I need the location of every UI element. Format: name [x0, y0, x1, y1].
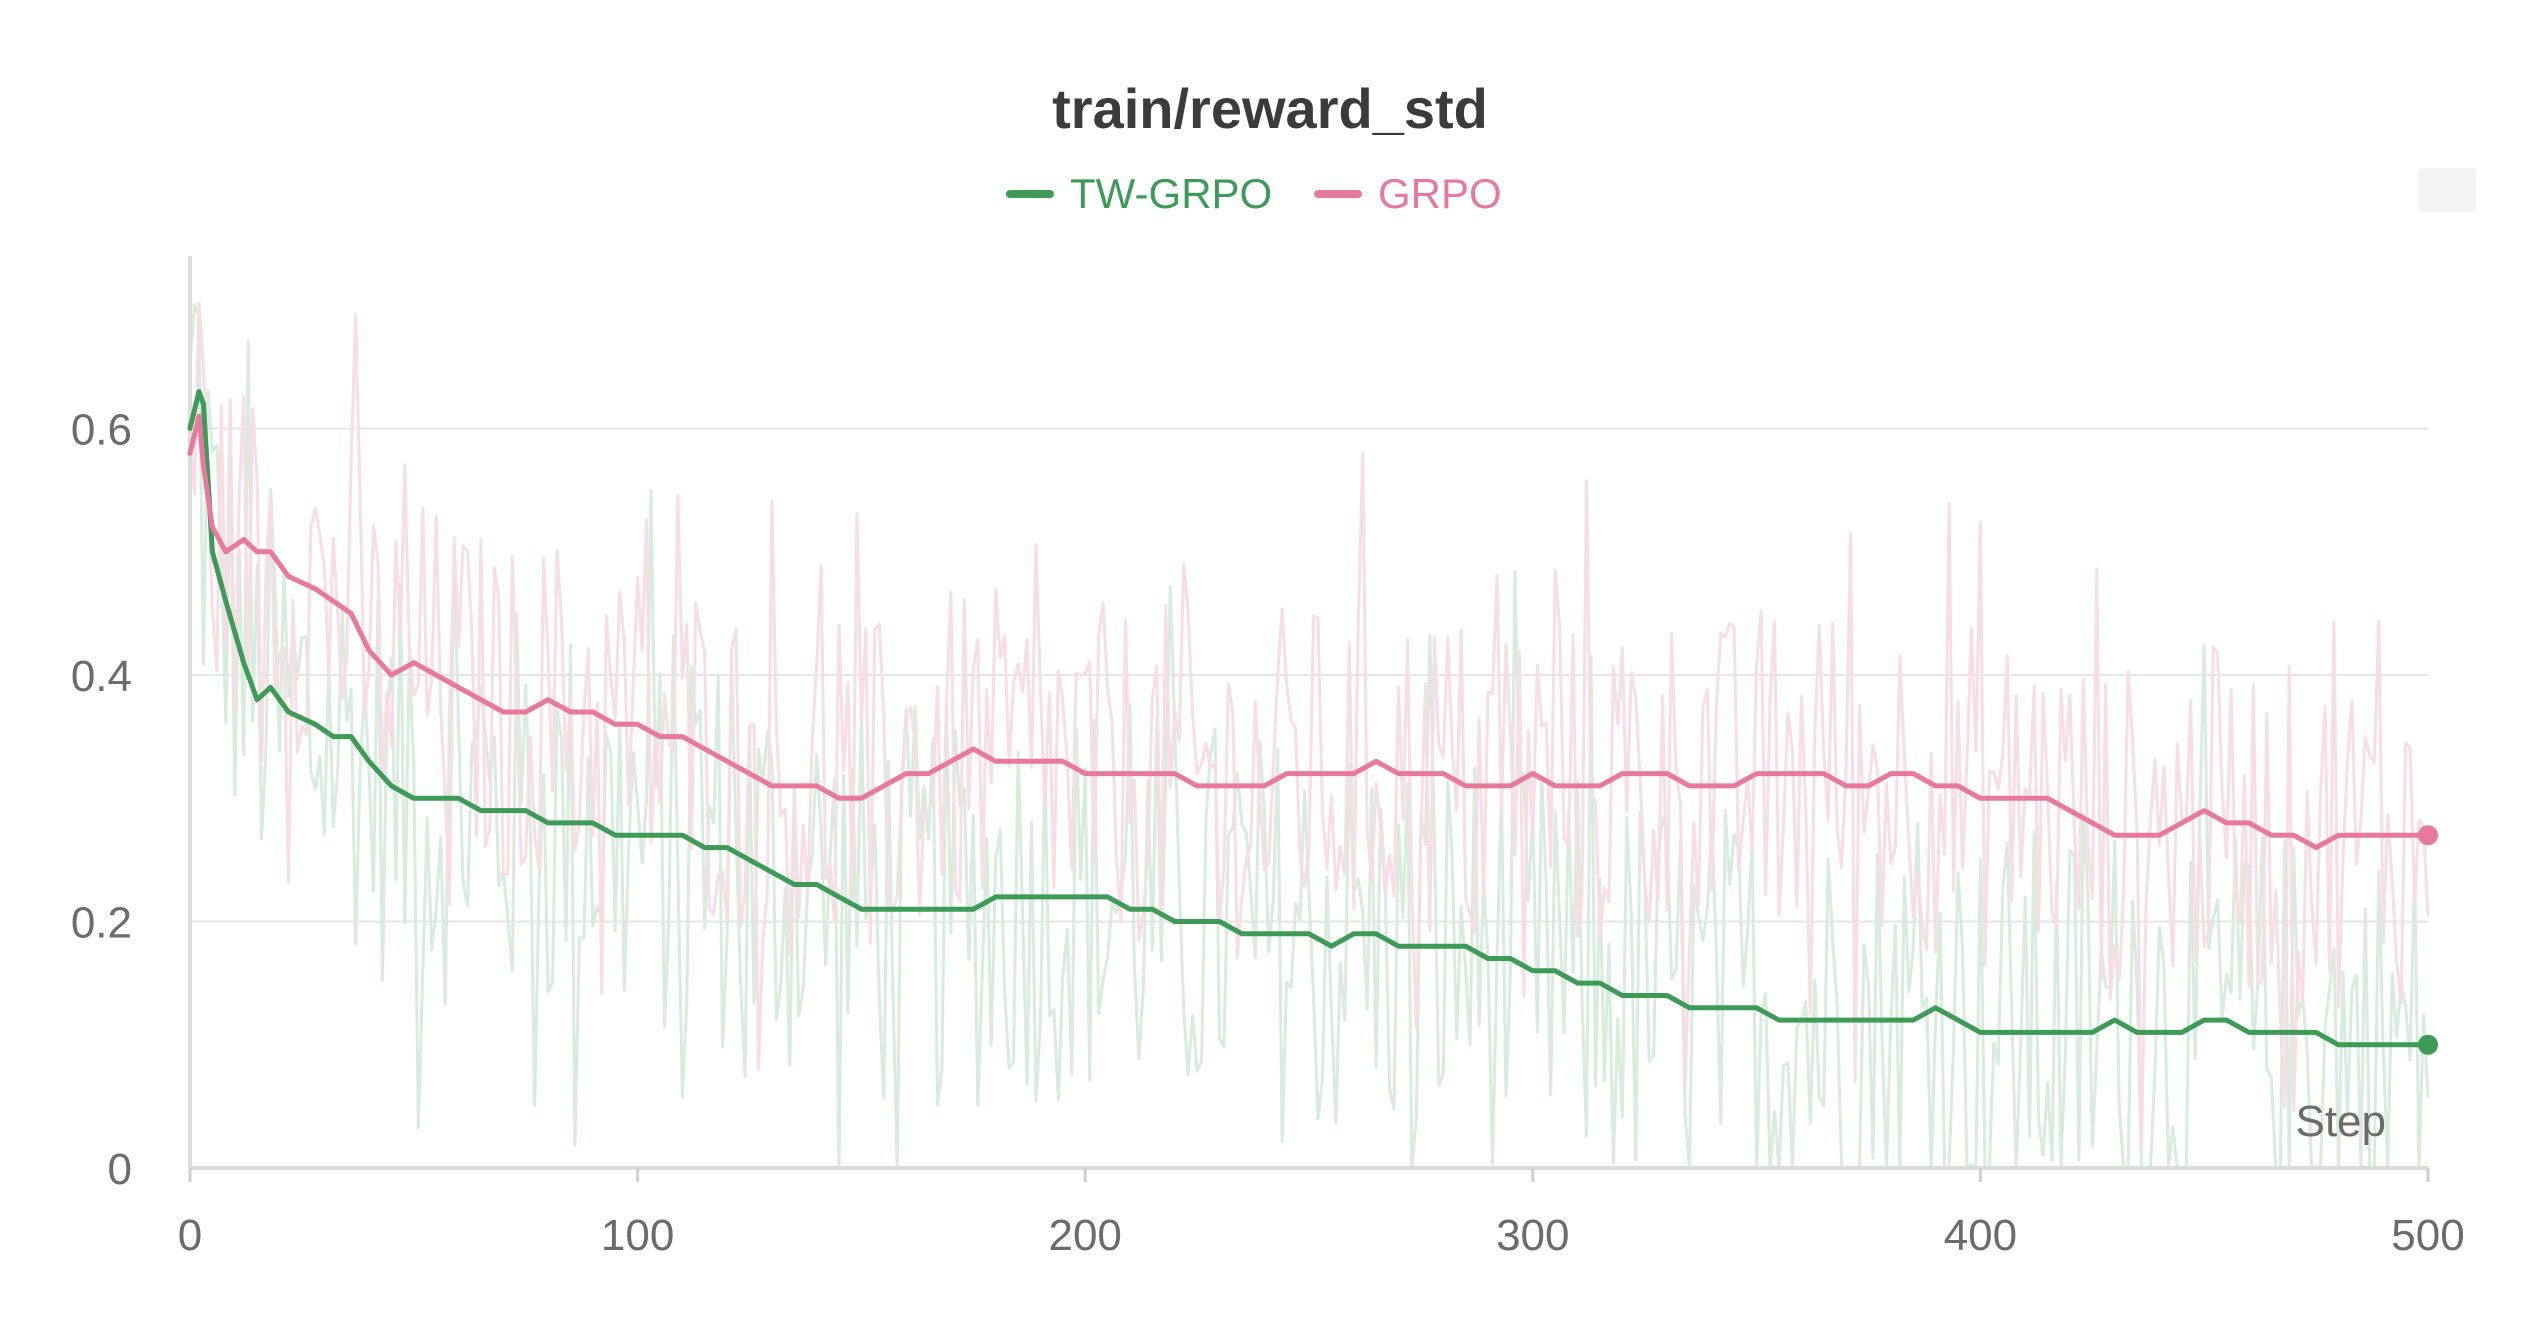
x-tick-label: 300: [1496, 1211, 1569, 1260]
legend: TW-GRPO GRPO: [1006, 170, 1502, 217]
series-end-point: [2418, 825, 2438, 846]
x-tick-label: 200: [1048, 1211, 1121, 1260]
x-tick-label: 100: [601, 1211, 674, 1260]
raw-line-grpo: [188, 302, 2430, 1150]
smoothed-series: [187, 389, 2438, 1055]
axes: [188, 256, 2430, 1182]
y-tick-label: 0.6: [71, 406, 132, 455]
raw-line-tw-grpo: [188, 303, 2430, 1170]
legend-label: TW-GRPO: [1070, 170, 1272, 217]
x-tick-label: 400: [1944, 1211, 2017, 1260]
x-tick-label: 500: [2391, 1211, 2464, 1260]
y-tick-label: 0.4: [71, 652, 132, 701]
x-axis-label: Step: [2295, 1097, 2386, 1146]
legend-label: GRPO: [1378, 170, 1502, 217]
series-line-grpo: [187, 413, 2431, 851]
series-line-tw-grpo: [187, 389, 2431, 1048]
panel-resize-handle[interactable]: [2418, 168, 2476, 212]
y-tick-label: 0: [108, 1145, 132, 1194]
chart-title: train/reward_std: [1052, 77, 1488, 140]
y-tick-label: 0.2: [71, 899, 132, 948]
series-end-point: [2418, 1034, 2438, 1055]
raw-series: [188, 302, 2430, 1170]
x-tick-label: 0: [178, 1211, 202, 1260]
tick-labels: 0 0.2 0.4 0.6 0 100 200 300 400 500: [71, 406, 2465, 1260]
